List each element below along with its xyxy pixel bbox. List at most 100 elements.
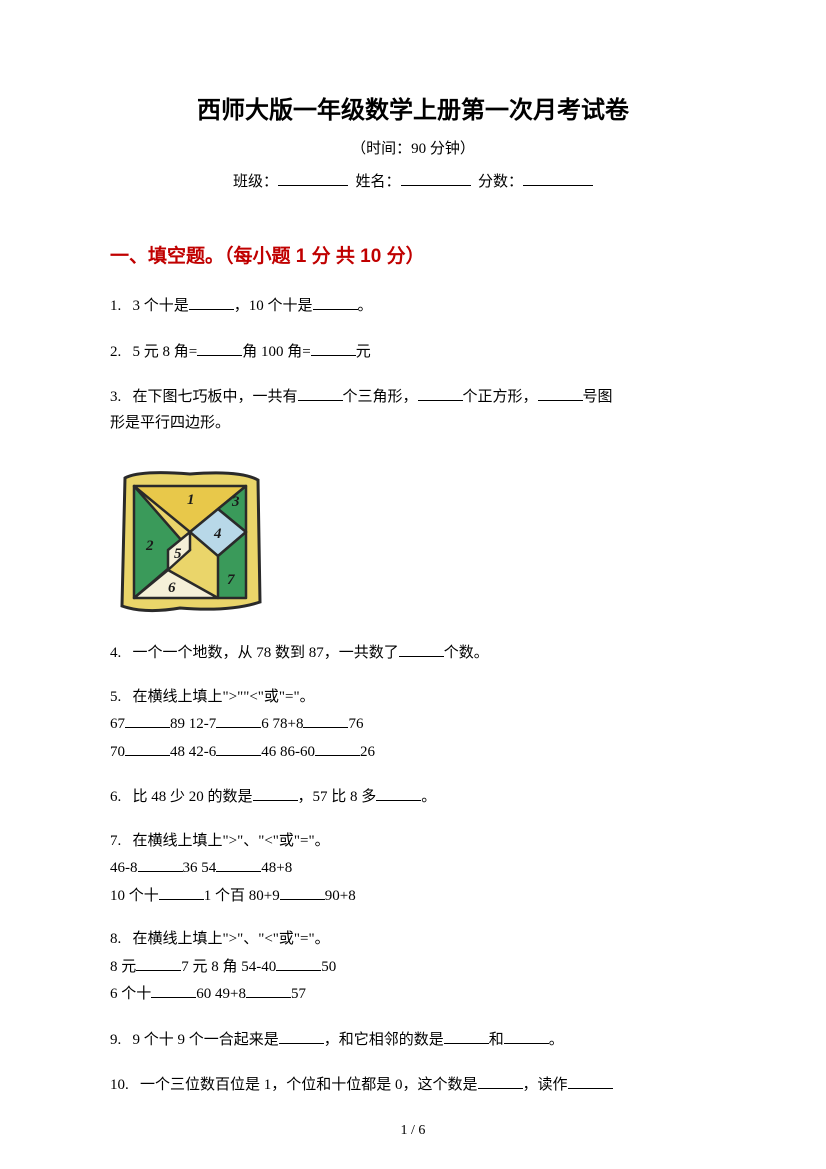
tangram-label-6: 6: [168, 580, 176, 596]
q8-r1-a: 8 元: [110, 959, 136, 975]
question-4: 4. 一个一个地数，从 78 数到 87，一共数了个数。: [110, 639, 716, 667]
q5-num: 5.: [110, 689, 121, 705]
q9-blank-3[interactable]: [504, 1026, 549, 1044]
class-label: 班级：: [233, 174, 278, 190]
q7-r1-c: 48+8: [261, 860, 292, 876]
q8-blank-4[interactable]: [246, 980, 291, 998]
question-7: 7. 在横线上填上">"、"<"或"="。 46-836 5448+8 10 个…: [110, 829, 716, 910]
q7-blank-1[interactable]: [138, 854, 183, 872]
tangram-label-1: 1: [187, 492, 195, 508]
q8-num: 8.: [110, 931, 121, 947]
q7-blank-4[interactable]: [280, 882, 325, 900]
q5-r1-c: 6 78+8: [261, 716, 303, 732]
score-blank[interactable]: [523, 168, 593, 186]
tangram-label-4: 4: [213, 526, 222, 542]
q7-r2-a: 10 个十: [110, 888, 159, 904]
q5-r1-a: 67: [110, 716, 125, 732]
q3-blank-3[interactable]: [538, 383, 583, 401]
q6-text-3: 。: [421, 789, 436, 805]
q7-r1-a: 46-8: [110, 860, 138, 876]
q10-text-2: ，读作: [523, 1077, 568, 1093]
q5-r2-b: 48 42-6: [170, 744, 216, 760]
q7-blank-3[interactable]: [159, 882, 204, 900]
exam-duration: （时间：90 分钟）: [110, 137, 716, 158]
q6-num: 6.: [110, 789, 121, 805]
q3-blank-1[interactable]: [298, 383, 343, 401]
q1-num: 1.: [110, 298, 121, 314]
question-9: 9. 9 个十 9 个一合起来是 ，和它相邻的数是 和 。: [110, 1026, 716, 1054]
q9-text-3: 和: [489, 1032, 504, 1048]
q3-blank-2[interactable]: [418, 383, 463, 401]
q1-text-3: 。: [358, 298, 373, 314]
q5-r2-c: 46 86-60: [261, 744, 315, 760]
q6-blank-1[interactable]: [253, 783, 298, 801]
q3-text-5: 形是平行四边形。: [110, 415, 230, 431]
q10-blank-1[interactable]: [478, 1071, 523, 1089]
q2-blank-1[interactable]: [197, 338, 242, 356]
q5-blank-3[interactable]: [303, 710, 348, 728]
q5-blank-5[interactable]: [216, 738, 261, 756]
tangram-label-5: 5: [174, 546, 182, 562]
question-2: 2. 5 元 8 角= 角 100 角= 元: [110, 338, 716, 366]
q10-text-1: 一个三位数百位是 1，个位和十位都是 0，这个数是: [140, 1077, 478, 1093]
q2-text-1: 5 元 8 角=: [133, 344, 198, 360]
q2-text-2: 角 100 角=: [242, 344, 310, 360]
q9-num: 9.: [110, 1032, 121, 1048]
q1-text-1: 3 个十是: [133, 298, 189, 314]
q2-blank-2[interactable]: [311, 338, 356, 356]
q8-r2-c: 57: [291, 986, 306, 1002]
q8-blank-1[interactable]: [136, 953, 181, 971]
q8-r2-b: 60 49+8: [196, 986, 246, 1002]
q9-blank-2[interactable]: [444, 1026, 489, 1044]
q9-text-2: ，和它相邻的数是: [324, 1032, 444, 1048]
q10-num: 10.: [110, 1077, 129, 1093]
question-3: 3. 在下图七巧板中，一共有个三角形，个正方形，号图 形是平行四边形。: [110, 383, 716, 436]
q7-blank-2[interactable]: [216, 854, 261, 872]
q5-blank-4[interactable]: [125, 738, 170, 756]
q5-blank-6[interactable]: [315, 738, 360, 756]
q2-num: 2.: [110, 344, 121, 360]
q6-blank-2[interactable]: [376, 783, 421, 801]
q4-text-1: 一个一个地数，从 78 数到 87，一共数了: [133, 645, 399, 661]
q7-r1-b: 36 54: [183, 860, 217, 876]
q1-blank-1[interactable]: [189, 292, 234, 310]
q9-text-4: 。: [549, 1032, 564, 1048]
q5-r1-d: 76: [348, 716, 363, 732]
q10-blank-2[interactable]: [568, 1071, 613, 1089]
q7-r2-c: 90+8: [325, 888, 356, 904]
q3-num: 3.: [110, 389, 121, 405]
score-label: 分数：: [478, 174, 523, 190]
question-1: 1. 3 个十是 ，10 个十是 。: [110, 292, 716, 320]
tangram-figure: 1 2 3 4 5 6 7: [110, 462, 270, 622]
q1-blank-2[interactable]: [313, 292, 358, 310]
q8-r1-c: 50: [321, 959, 336, 975]
q3-text-1: 在下图七巧板中，一共有: [133, 389, 298, 405]
name-blank[interactable]: [401, 168, 471, 186]
q5-r2-a: 70: [110, 744, 125, 760]
student-info-line: 班级： 姓名： 分数：: [110, 168, 716, 191]
q3-text-3: 个正方形，: [463, 389, 538, 405]
q8-text: 在横线上填上">"、"<"或"="。: [133, 931, 330, 947]
q8-blank-3[interactable]: [151, 980, 196, 998]
q9-blank-1[interactable]: [279, 1026, 324, 1044]
tangram-label-7: 7: [227, 572, 235, 588]
q3-text-4: 号图: [583, 389, 613, 405]
q8-blank-2[interactable]: [276, 953, 321, 971]
q6-text-1: 比 48 少 20 的数是: [133, 789, 253, 805]
q7-num: 7.: [110, 833, 121, 849]
q5-blank-2[interactable]: [216, 710, 261, 728]
q2-text-3: 元: [356, 344, 371, 360]
q8-r2-a: 6 个十: [110, 986, 151, 1002]
question-6: 6. 比 48 少 20 的数是，57 比 8 多。: [110, 783, 716, 811]
name-label: 姓名：: [355, 174, 400, 190]
tangram-label-3: 3: [231, 494, 240, 510]
exam-title: 西师大版一年级数学上册第一次月考试卷: [110, 90, 716, 125]
q1-text-2: ，10 个十是: [234, 298, 313, 314]
q9-text-1: 9 个十 9 个一合起来是: [133, 1032, 279, 1048]
q5-r1-b: 89 12-7: [170, 716, 216, 732]
q4-blank-1[interactable]: [399, 639, 444, 657]
question-10: 10. 一个三位数百位是 1，个位和十位都是 0，这个数是 ，读作: [110, 1071, 716, 1099]
q4-num: 4.: [110, 645, 121, 661]
class-blank[interactable]: [278, 168, 348, 186]
q5-blank-1[interactable]: [125, 710, 170, 728]
